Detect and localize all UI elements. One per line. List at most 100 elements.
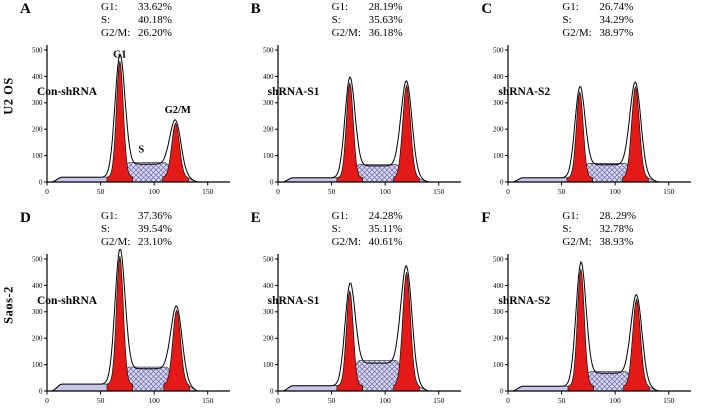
svg-text:400: 400	[493, 73, 504, 81]
histogram-plot: 0 100 200 300 400 500 0 50 100 150 G1 S G2/M Con-shR…	[21, 40, 233, 207]
svg-text:500: 500	[263, 46, 274, 54]
svg-text:500: 500	[493, 255, 504, 263]
stat-value: 39.54%	[138, 223, 172, 235]
stat-label: G1:	[562, 1, 579, 13]
stat-value: 40.61%	[368, 236, 403, 248]
stat-label: G2/M:	[101, 236, 131, 248]
condition-label: shRNA-S2	[498, 295, 551, 307]
panel-letter: E	[250, 210, 261, 226]
svg-text:100: 100	[493, 152, 504, 160]
svg-text:100: 100	[32, 152, 43, 160]
stat-label: G1:	[331, 210, 349, 222]
svg-text:0: 0	[45, 187, 49, 196]
svg-text:400: 400	[263, 73, 274, 81]
svg-text:100: 100	[379, 396, 391, 405]
stat-label: S:	[101, 14, 111, 26]
stat-value: 36.18%	[368, 27, 403, 39]
svg-text:200: 200	[32, 335, 43, 343]
flow-cytometry-histogram: 0 100 200 300 400 500 0 50 100 150	[493, 254, 692, 405]
svg-text:0: 0	[276, 396, 280, 405]
svg-text:100: 100	[32, 361, 43, 369]
svg-text:400: 400	[32, 282, 43, 290]
cell-cycle-stats: G1: 26.74% S: 34.29% G2/M: 38.97%	[562, 1, 633, 40]
cell-cycle-stats: G1: 37.36% S: 39.54% G2/M: 23.10%	[101, 210, 172, 249]
stat-value: 26.74%	[599, 1, 634, 13]
stat-value: 23.10%	[138, 236, 172, 248]
condition-label: Con-shRNA	[37, 86, 98, 98]
panel-d: D G1: 37.36% S: 39.54% G2/M: 23.10% 0 100 200…	[17, 209, 248, 418]
svg-text:400: 400	[493, 282, 504, 290]
svg-text:150: 150	[433, 396, 445, 405]
stat-label: G1:	[562, 210, 579, 222]
panel-b: B G1: 28.19% S: 35.63% G2/M: 36.18% 0 100 200…	[248, 0, 479, 209]
svg-text:400: 400	[263, 282, 274, 290]
stat-label: G1:	[101, 210, 118, 222]
stat-label: S:	[562, 223, 572, 235]
panel-letter: C	[481, 1, 493, 17]
stat-value: 37.36%	[138, 210, 172, 222]
stat-label: S:	[331, 14, 341, 26]
svg-text:400: 400	[32, 73, 43, 81]
condition-label: shRNA-S1	[267, 86, 320, 98]
stat-value: 35.63%	[368, 14, 403, 26]
svg-text:S: S	[138, 144, 144, 155]
stat-label: G2/M:	[101, 27, 131, 39]
svg-text:100: 100	[493, 361, 504, 369]
svg-text:100: 100	[610, 187, 622, 196]
stat-value: 28.19%	[368, 1, 403, 13]
svg-text:200: 200	[263, 335, 274, 343]
svg-text:0: 0	[39, 178, 43, 186]
svg-text:G2/M: G2/M	[165, 105, 191, 116]
svg-text:100: 100	[263, 152, 274, 160]
flow-cytometry-histogram: 0 100 200 300 400 500 0 50 100 150	[263, 45, 461, 196]
svg-text:300: 300	[32, 308, 43, 316]
stat-value: 34.29%	[599, 14, 634, 26]
svg-text:200: 200	[493, 126, 504, 134]
stat-value: 40.18%	[138, 14, 172, 26]
svg-text:500: 500	[32, 46, 43, 54]
stat-label: G2/M:	[331, 27, 362, 39]
stat-value: 24.28%	[368, 210, 403, 222]
cell-line-label-text: U2 OS	[1, 77, 15, 115]
svg-text:200: 200	[263, 126, 274, 134]
cell-cycle-stats: G1: 24.28% S: 35.11% G2/M: 40.61%	[332, 210, 403, 249]
stat-label: S:	[331, 223, 341, 235]
svg-text:100: 100	[149, 396, 161, 405]
svg-text:0: 0	[39, 387, 43, 395]
panel-c: C G1: 26.74% S: 34.29% G2/M: 38.97% 0 100 200…	[478, 0, 709, 209]
stat-value: 35.11%	[368, 223, 403, 235]
stat-value: 28..29%	[599, 210, 637, 222]
cell-line-label-text: Saos-2	[1, 286, 15, 324]
cell-line-label-u2os: U2 OS	[0, 0, 17, 209]
svg-text:100: 100	[263, 361, 274, 369]
svg-text:0: 0	[276, 187, 280, 196]
svg-text:300: 300	[32, 99, 43, 107]
figure-row-u2os: U2 OS A G1: 33.62% S: 40.18% G2/M: 26.20% 0…	[0, 0, 709, 209]
cell-cycle-stats: G1: 28..29% S: 32.78% G2/M: 38.93%	[562, 210, 636, 249]
figure-row-saos2: Saos-2 D G1: 37.36% S: 39.54% G2/M: 23.10% …	[0, 209, 709, 418]
svg-text:100: 100	[379, 187, 391, 196]
svg-text:300: 300	[263, 99, 274, 107]
svg-text:500: 500	[493, 46, 504, 54]
panel-letter: B	[250, 1, 261, 17]
stat-label: G1:	[331, 1, 349, 13]
stat-label: G2/M:	[562, 27, 592, 39]
svg-text:200: 200	[493, 335, 504, 343]
panel-e: E G1: 24.28% S: 35.11% G2/M: 40.61% 0 100 200…	[248, 209, 479, 418]
svg-text:50: 50	[327, 396, 335, 405]
svg-text:150: 150	[663, 187, 675, 196]
svg-text:50: 50	[327, 187, 335, 196]
histogram-plot: 0 100 200 300 400 500 0 50 100 150 shRNA-S1	[252, 40, 464, 207]
stat-label: G2/M:	[562, 236, 592, 248]
svg-text:200: 200	[32, 126, 43, 134]
cell-cycle-stats: G1: 28.19% S: 35.63% G2/M: 36.18%	[332, 1, 403, 40]
svg-text:0: 0	[506, 396, 510, 405]
histogram-plot: 0 100 200 300 400 500 0 50 100 150 shRNA-S2	[482, 249, 694, 416]
stat-value: 26.20%	[138, 27, 172, 39]
svg-text:500: 500	[32, 255, 43, 263]
svg-text:150: 150	[433, 187, 445, 196]
svg-text:50: 50	[558, 396, 566, 405]
stat-value: 38.93%	[599, 236, 634, 248]
flow-cytometry-histogram: 0 100 200 300 400 500 0 50 100 150	[493, 45, 692, 196]
